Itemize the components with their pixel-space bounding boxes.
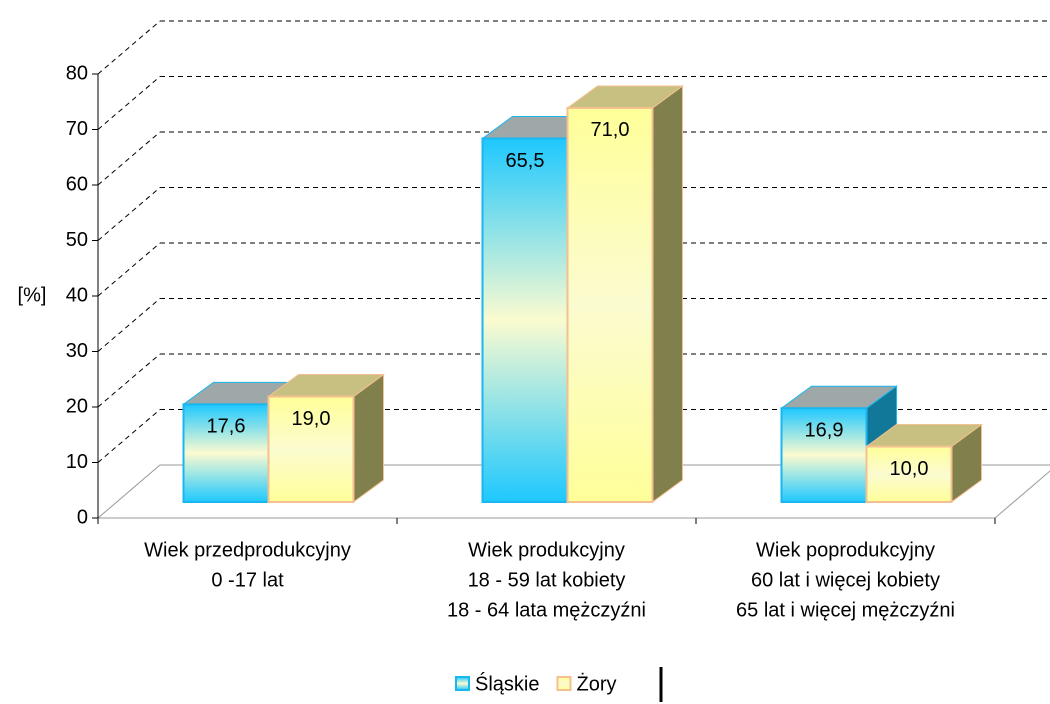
grid-line [97, 298, 161, 352]
legend: Śląskie Żory [450, 667, 663, 702]
data-label: 17,6 [207, 416, 246, 438]
legend-swatch [556, 676, 572, 691]
x-tick-label: 18 - 64 lata mężczyźni [447, 599, 646, 621]
grid-line [97, 353, 161, 408]
legend-label: Śląskie [475, 671, 539, 695]
bar [780, 407, 868, 503]
legend-swatch [455, 676, 470, 691]
bar [481, 137, 569, 503]
x-tick-label: Wiek poprodukcyjny [756, 539, 935, 561]
y-tick-label: 60 [66, 173, 88, 195]
data-label: 19,0 [292, 408, 331, 430]
grid-line [97, 20, 161, 75]
y-tick-label: 30 [66, 340, 88, 362]
legend-label: Żory [576, 672, 616, 695]
bar [865, 445, 953, 503]
x-tick-label: Wiek produkcyjny [468, 539, 625, 561]
grid-line [97, 187, 161, 241]
y-tick-label: 0 [77, 506, 88, 528]
grid-line [97, 409, 161, 463]
bar [182, 403, 270, 504]
y-tick-label: 10 [66, 451, 88, 473]
y-tick-label: 70 [66, 118, 88, 140]
data-label: 10,0 [890, 458, 929, 480]
y-tick-label: 80 [66, 62, 88, 84]
grid-line [97, 131, 161, 186]
bar [267, 395, 355, 503]
x-tick-label: 18 - 59 lat kobiety [468, 569, 626, 591]
y-axis-label: [%] [18, 284, 47, 306]
y-tick-label: 40 [66, 284, 88, 306]
x-tick-label: 60 lat i więcej kobiety [751, 569, 940, 591]
x-tick-label: Wiek przedprodukcyjny [144, 539, 351, 561]
data-label: 16,9 [805, 419, 844, 441]
data-label: 65,5 [506, 150, 545, 172]
grid-line [97, 76, 161, 130]
bar-side [652, 84, 683, 503]
x-tick-label: 65 lat i więcej mężczyźni [736, 599, 955, 621]
x-tick-label: 0 -17 lat [211, 569, 284, 591]
grid-line [97, 242, 161, 297]
y-tick-label: 50 [66, 229, 88, 251]
y-tick-label: 20 [66, 395, 88, 417]
data-label: 71,0 [591, 119, 630, 141]
bar [566, 106, 654, 503]
legend-box [450, 667, 660, 701]
